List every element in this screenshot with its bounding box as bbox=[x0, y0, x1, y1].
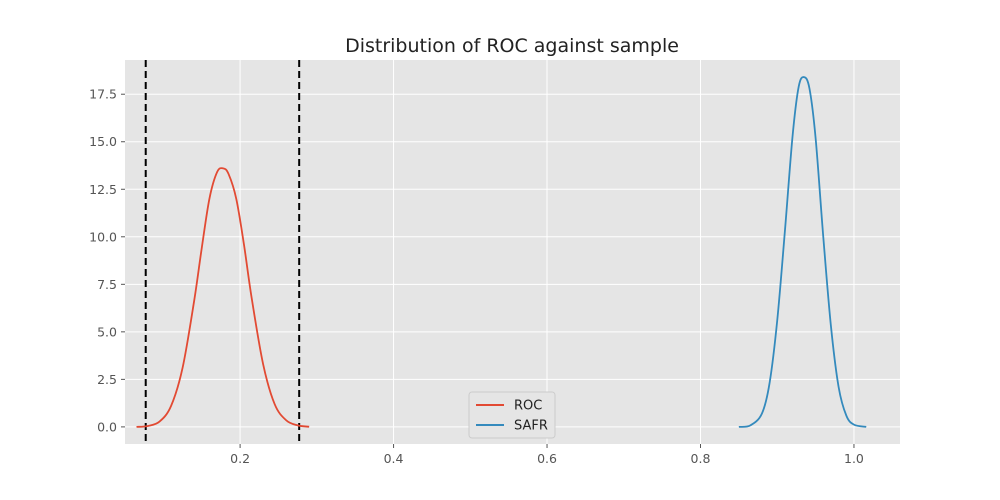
legend-label: ROC bbox=[514, 399, 542, 414]
chart-title: Distribution of ROC against sample bbox=[345, 35, 679, 57]
x-tick-label: 0.6 bbox=[537, 451, 557, 466]
series-lines bbox=[136, 76, 867, 428]
x-axis: 0.2 0.4 0.6 0.8 1.0 bbox=[230, 444, 864, 466]
y-axis: 0.0 2.5 5.0 7.5 10.0 12.5 15.0 17.5 bbox=[89, 87, 125, 434]
y-tick-label: 0.0 bbox=[97, 419, 117, 434]
reference-lines bbox=[144, 60, 301, 444]
y-tick-label: 12.5 bbox=[89, 182, 117, 197]
y-tick-label: 5.0 bbox=[97, 324, 117, 339]
x-tick-label: 1.0 bbox=[844, 451, 864, 466]
y-tick-label: 7.5 bbox=[97, 277, 117, 292]
y-tick-label: 2.5 bbox=[97, 372, 117, 387]
legend: ROC SAFR bbox=[468, 391, 556, 439]
x-tick-label: 0.4 bbox=[384, 451, 404, 466]
x-tick-label: 0.2 bbox=[230, 451, 250, 466]
legend-label: SAFR bbox=[514, 419, 548, 434]
x-tick-label: 0.8 bbox=[691, 451, 711, 466]
series-line-roc bbox=[136, 167, 310, 428]
y-tick-label: 10.0 bbox=[89, 229, 117, 244]
legend-box bbox=[468, 391, 556, 439]
series-line-safr bbox=[738, 76, 867, 428]
y-tick-label: 15.0 bbox=[89, 134, 117, 149]
y-tick-label: 17.5 bbox=[89, 87, 117, 102]
